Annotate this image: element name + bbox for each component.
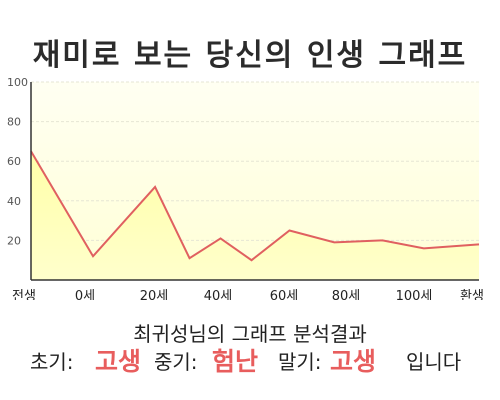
late-label: 말기:: [278, 350, 322, 374]
early-label: 초기:: [30, 350, 74, 374]
x-tick-label: 40세: [204, 289, 233, 300]
x-tick-label: 0세: [75, 289, 95, 300]
mid-label: 중기:: [154, 350, 198, 374]
y-tick-label: 60: [7, 155, 21, 168]
x-axis-ticks: 전생 0세 20세 40세 60세 80세 100세 환생: [12, 289, 484, 300]
y-tick-label: 40: [7, 195, 21, 208]
x-tick-label: 80세: [332, 289, 361, 300]
life-graph-chart: 20 40 60 80 100 전생 0세 20세 40세 60세 80세 100세 환생: [7, 76, 484, 300]
analysis-heading: 최귀성님의 그래프 분석결과: [133, 322, 367, 346]
y-axis-ticks: 20 40 60 80 100: [7, 76, 28, 247]
x-tick-label: 20세: [140, 289, 169, 300]
x-tick-label: 100세: [396, 289, 433, 300]
series-area: [31, 151, 479, 280]
mid-value: 험난: [212, 347, 259, 376]
y-tick-label: 100: [7, 76, 28, 89]
x-tick-label: 환생: [460, 289, 484, 300]
series-line: [30, 150, 480, 262]
y-tick-label: 20: [7, 234, 21, 247]
axes: [30, 82, 479, 281]
late-value: 고생: [330, 347, 377, 376]
y-tick-label: 80: [7, 116, 21, 129]
x-tick-label: 전생: [12, 289, 36, 300]
early-value: 고생: [95, 347, 142, 376]
ending-text: 입니다: [406, 350, 462, 374]
page-title: 재미로 보는 당신의 인생 그래프: [32, 38, 468, 73]
x-tick-label: 60세: [270, 289, 299, 300]
